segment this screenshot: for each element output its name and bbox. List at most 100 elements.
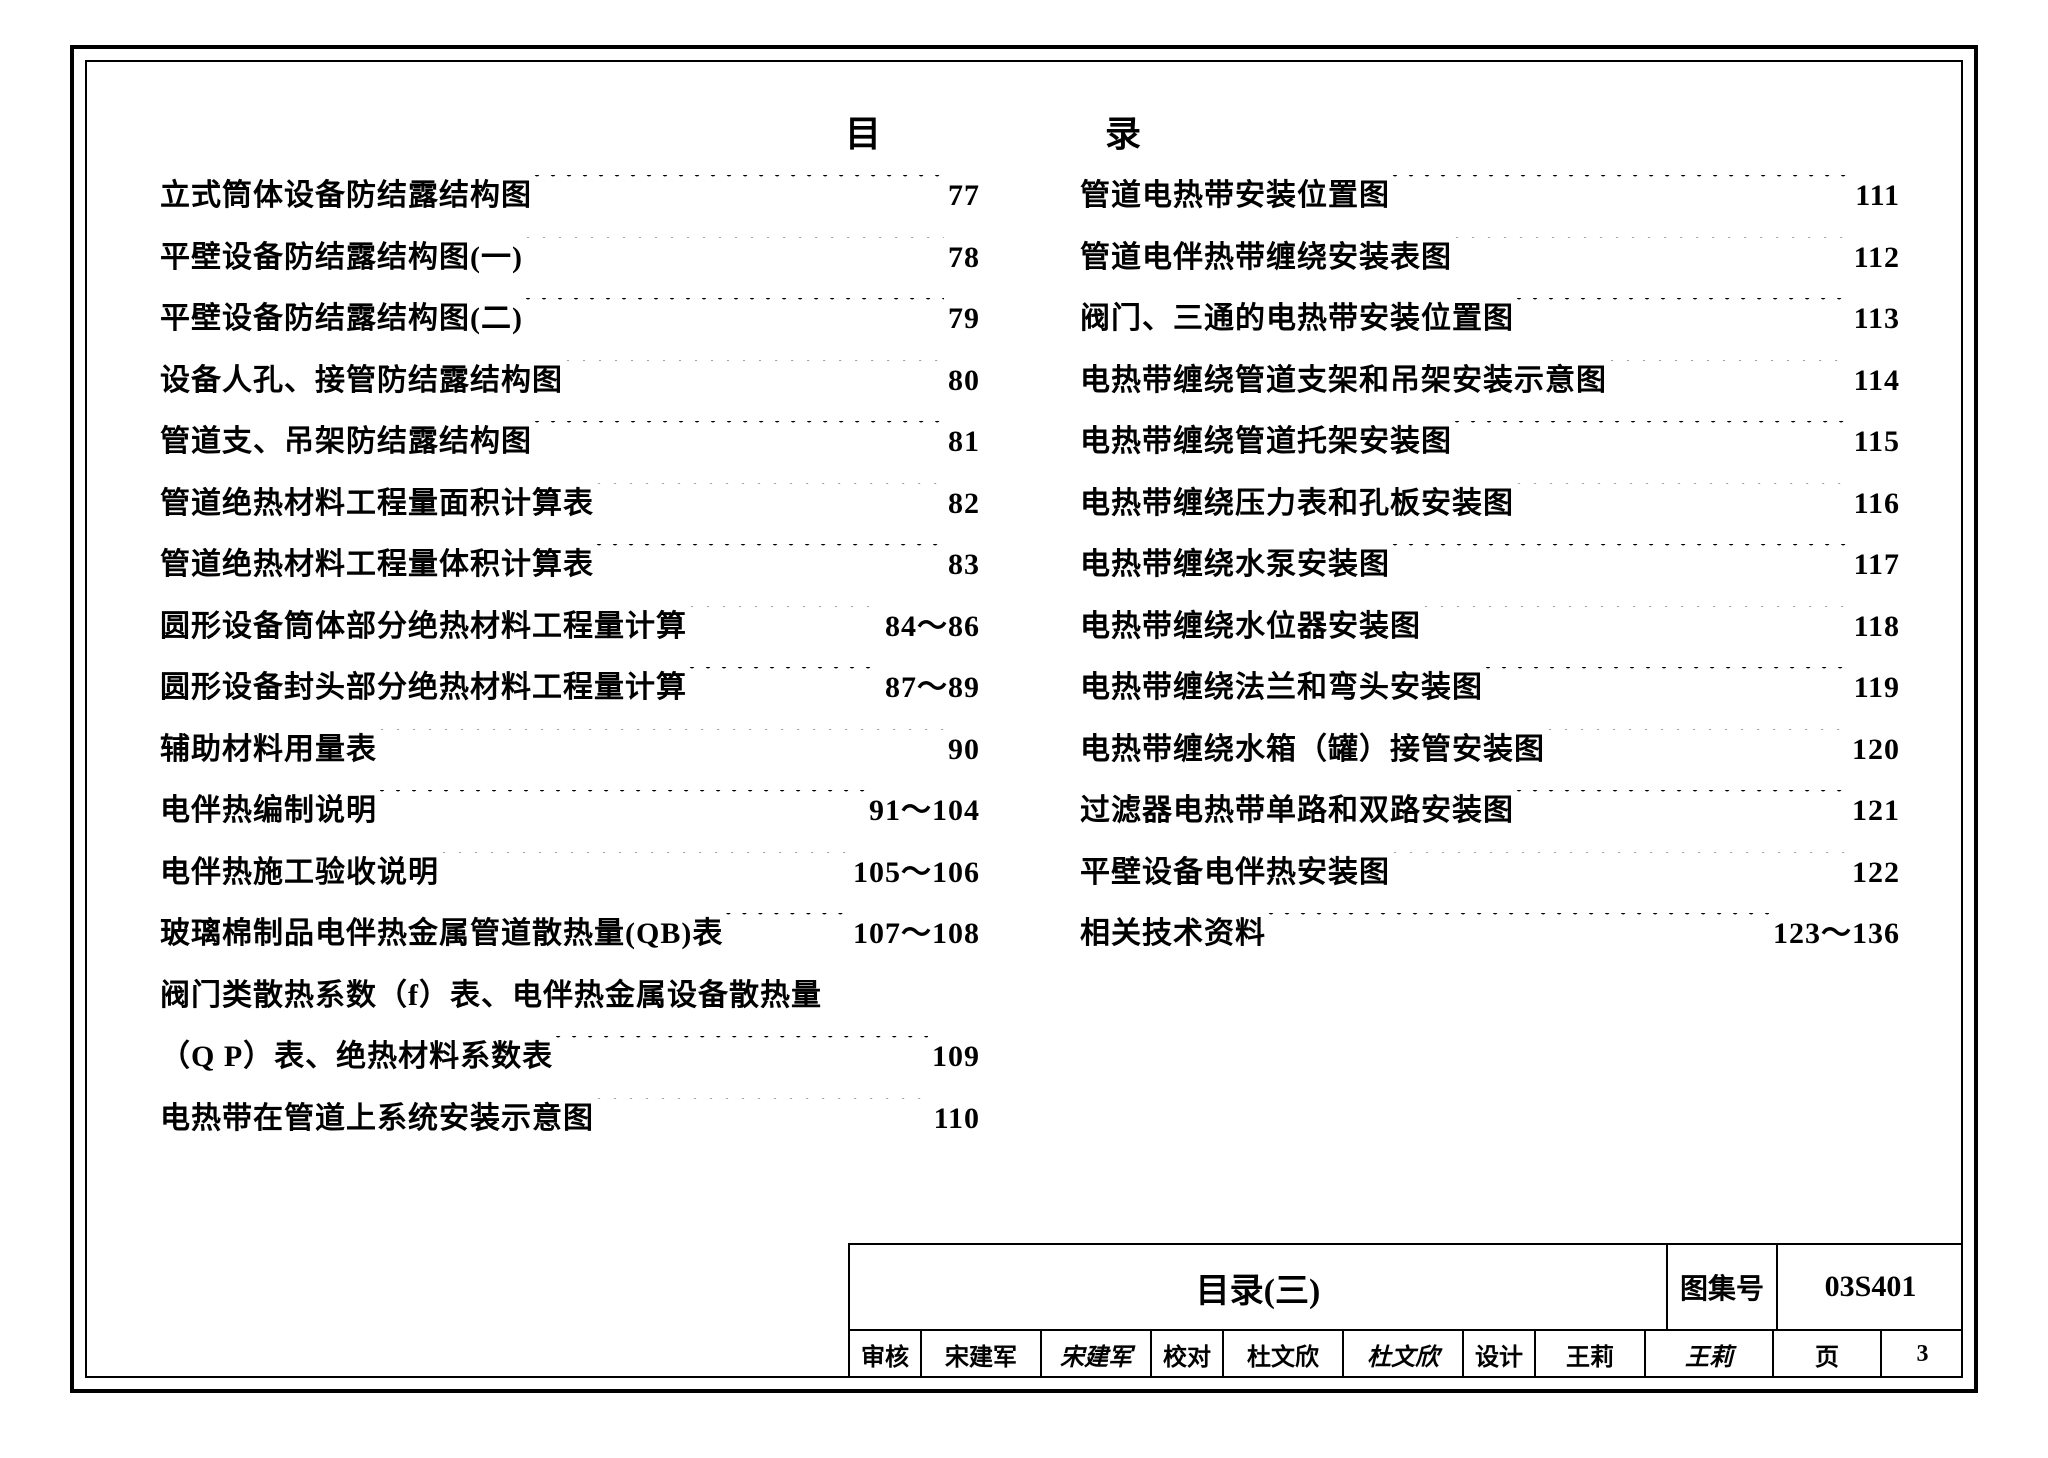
check-label: 校对 [1152, 1331, 1224, 1378]
toc-entry-page: 90 [944, 719, 980, 781]
toc-dots [1390, 544, 1850, 574]
toc-dots [377, 729, 944, 759]
review-label: 审核 [850, 1331, 922, 1378]
toc-entry-title: 电热带缠绕管道支架和吊架安装示意图 [1080, 350, 1607, 412]
toc-entry-page: 114 [1850, 350, 1900, 412]
toc-entry: 电热带缠绕水位器安装图118 [1080, 596, 1900, 658]
toc-dots [723, 913, 849, 943]
toc-entry-title: 圆形设备封头部分绝热材料工程量计算 [160, 657, 687, 719]
toc-entry: 管道绝热材料工程量面积计算表 82 [160, 473, 980, 535]
toc-entry: 电热带缠绕管道托架安装图115 [1080, 411, 1900, 473]
toc-dots [553, 1036, 928, 1066]
toc-entry: 电热带缠绕管道支架和吊架安装示意图 114 [1080, 350, 1900, 412]
toc-entry: 过滤器电热带单路和双路安装图121 [1080, 780, 1900, 842]
toc-dots [523, 237, 944, 267]
toc-entry-page: 107～108 [849, 903, 980, 965]
toc-entry: 玻璃棉制品电伴热金属管道散热量(QB)表107～108 [160, 903, 980, 965]
toc-entry: 设备人孔、接管防结露结构图 80 [160, 350, 980, 412]
toc-entry-title: 平壁设备电伴热安装图 [1080, 842, 1390, 904]
toc-entry: 电热带在管道上系统安装示意图110 [160, 1088, 980, 1150]
toc-entry-title: 电热带在管道上系统安装示意图 [160, 1088, 594, 1150]
toc-entry-title: 电热带缠绕水箱（罐）接管安装图 [1080, 719, 1545, 781]
toc-entry-title: 电伴热编制说明 [160, 780, 377, 842]
designer-name: 王莉 [1536, 1331, 1646, 1378]
toc-dots [1607, 360, 1850, 390]
toc-dots [1514, 298, 1850, 328]
toc-entry: 圆形设备筒体部分绝热材料工程量计算 84～86 [160, 596, 980, 658]
atlas-number-value: 03S401 [1778, 1245, 1963, 1329]
toc-entry: 平壁设备防结露结构图(二)79 [160, 288, 980, 350]
toc-dots [1266, 913, 1769, 943]
toc-entry-page: 123～136 [1769, 903, 1900, 965]
page-number: 3 [1882, 1331, 1963, 1378]
toc-entry-page: 111 [1851, 165, 1900, 227]
checker-signature: 杜文欣 [1344, 1331, 1464, 1378]
toc-entry-page: 79 [944, 288, 980, 350]
title-block-bottom: 审核 宋建军 宋建军 校对 杜文欣 杜文欣 设计 王莉 王莉 页 3 [848, 1331, 1963, 1378]
toc-entry-title: 管道电伴热带缠绕安装表图 [1080, 227, 1452, 289]
toc-dots [1390, 175, 1851, 205]
drawing-title: 目录(三) [850, 1245, 1668, 1329]
toc-entry-title: 管道绝热材料工程量面积计算表 [160, 473, 594, 535]
design-label: 设计 [1464, 1331, 1536, 1378]
toc-dots [523, 298, 944, 328]
toc-entry-page: 122 [1848, 842, 1900, 904]
title-block-top: 目录(三) 图集号 03S401 [848, 1243, 1963, 1331]
toc-dots [1545, 729, 1848, 759]
toc-entry-title: 电热带缠绕水泵安装图 [1080, 534, 1390, 596]
toc-dots [1452, 237, 1850, 267]
toc-entry-title: 设备人孔、接管防结露结构图 [160, 350, 563, 412]
reviewer-name: 宋建军 [922, 1331, 1042, 1378]
toc-entry-title: 圆形设备筒体部分绝热材料工程量计算 [160, 596, 687, 658]
toc-entry: 辅助材料用量表90 [160, 719, 980, 781]
toc-entry-title: 相关技术资料 [1080, 903, 1266, 965]
toc-entry-page: 80 [944, 350, 980, 412]
heading-left: 目 [845, 105, 881, 157]
toc-entry-title: 平壁设备防结露结构图(一) [160, 227, 523, 289]
toc-entry-title-line1: 阀门类散热系数（f）表、电伴热金属设备散热量 [160, 965, 980, 1027]
toc-entry: 管道支、吊架防结露结构图81 [160, 411, 980, 473]
toc-dots [1421, 606, 1850, 636]
toc-entry: 立式筒体设备防结露结构图77 [160, 165, 980, 227]
toc-entry-title: 过滤器电热带单路和双路安装图 [1080, 780, 1514, 842]
reviewer-signature: 宋建军 [1042, 1331, 1152, 1378]
toc-dots [1452, 421, 1850, 451]
toc-entry-page: 120 [1848, 719, 1900, 781]
toc-entry-page: 117 [1850, 534, 1900, 596]
toc-entry-page: 105～106 [849, 842, 980, 904]
toc-entry: 电热带缠绕法兰和弯头安装图119 [1080, 657, 1900, 719]
toc-entry-title: 管道绝热材料工程量体积计算表 [160, 534, 594, 596]
heading-right: 录 [1105, 105, 1141, 157]
toc-entry-title: 电伴热施工验收说明 [160, 842, 439, 904]
toc-entry-title: （Q P）表、绝热材料系数表 [160, 1026, 553, 1088]
toc-dots [1514, 790, 1848, 820]
toc-entry: 电热带缠绕压力表和孔板安装图116 [1080, 473, 1900, 535]
toc-entry: 电伴热施工验收说明 105～106 [160, 842, 980, 904]
page: 目 录 立式筒体设备防结露结构图77平壁设备防结露结构图(一)78平壁设备防结露… [0, 0, 2048, 1458]
toc-entry-title-line2: （Q P）表、绝热材料系数表109 [160, 1026, 980, 1088]
toc-entry-page: 91～104 [865, 780, 980, 842]
toc-entry: 电伴热编制说明 91～104 [160, 780, 980, 842]
atlas-number-label: 图集号 [1668, 1245, 1778, 1329]
toc-entry-title: 管道电热带安装位置图 [1080, 165, 1390, 227]
toc-entry: 电热带缠绕水泵安装图 117 [1080, 534, 1900, 596]
toc-dots [1483, 667, 1850, 697]
toc-dots [563, 360, 944, 390]
toc-dots [532, 421, 944, 451]
toc-dots [594, 1098, 930, 1128]
toc-entry-page: 84～86 [881, 596, 980, 658]
toc-entry-title: 立式筒体设备防结露结构图 [160, 165, 532, 227]
toc-entry-page: 112 [1850, 227, 1900, 289]
toc-entry-page: 116 [1850, 473, 1900, 535]
page-label: 页 [1774, 1331, 1882, 1378]
toc-entry-page: 82 [944, 473, 980, 535]
toc-dots [594, 483, 944, 513]
toc-entry: 圆形设备封头部分绝热材料工程量计算87～89 [160, 657, 980, 719]
toc-entry: 阀门、三通的电热带安装位置图113 [1080, 288, 1900, 350]
toc-entry: 相关技术资料 123～136 [1080, 903, 1900, 965]
toc-dots [377, 790, 865, 820]
toc-entry: 平壁设备防结露结构图(一)78 [160, 227, 980, 289]
toc-entry-page: 81 [944, 411, 980, 473]
toc-entry-page: 119 [1850, 657, 1900, 719]
toc-entry-page: 113 [1850, 288, 1900, 350]
